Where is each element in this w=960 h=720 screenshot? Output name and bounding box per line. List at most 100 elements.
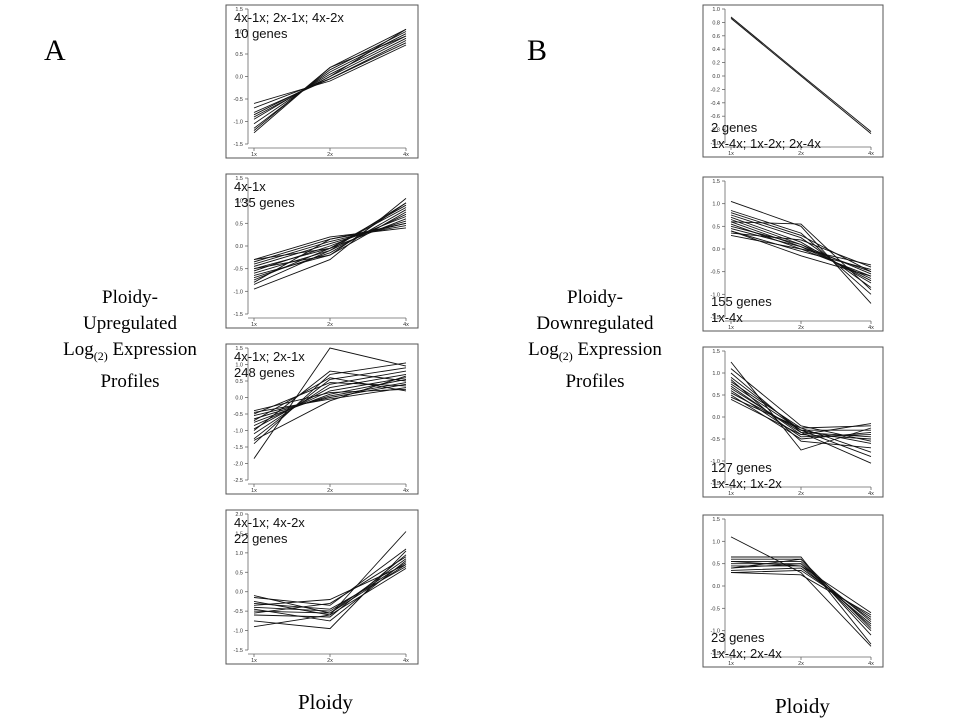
y-tick-label: 0.0	[712, 247, 720, 253]
chart-annotation: 4x-1x; 2x-1x	[234, 349, 305, 364]
x-tick-label: 2x	[327, 488, 333, 494]
profile-line	[253, 554, 407, 618]
y-tick-label: -1.5	[234, 648, 243, 654]
y-tick-label: 1.0	[712, 7, 720, 13]
chart-annotation: 135 genes	[234, 195, 295, 210]
profile-line	[730, 225, 872, 275]
x-tick-label: 1x	[251, 322, 257, 328]
profile-line	[253, 373, 407, 430]
y-tick-label: 0.0	[235, 396, 243, 402]
y-tick-label: 0.5	[712, 224, 720, 230]
y-tick-label: 1.5	[712, 349, 720, 355]
panel-letter-b: B	[527, 34, 548, 67]
profile-line	[253, 35, 407, 131]
chart-annotation: 1x-4x; 1x-2x	[711, 476, 782, 491]
x-tick-label: 1x	[251, 658, 257, 664]
y-tick-label: 0.0	[235, 75, 243, 81]
chart-annotation: 4x-1x	[234, 179, 266, 194]
side-label-line3: Log(2) Expression	[515, 337, 675, 369]
profile-line	[253, 362, 407, 445]
chart-annotation: 2 genes	[711, 120, 758, 135]
side-label-expression: Expression	[107, 339, 197, 360]
profile-line	[730, 394, 872, 440]
profile-line	[253, 377, 407, 427]
y-tick-label: -1.0	[711, 459, 720, 465]
x-tick-label: 4x	[403, 658, 409, 664]
x-tick-label: 1x	[251, 488, 257, 494]
chart-annotation: 10 genes	[234, 26, 288, 41]
y-tick-label: 1.0	[235, 30, 243, 36]
y-tick-label: -0.5	[711, 606, 720, 612]
y-tick-label: -1.0	[234, 629, 243, 635]
side-label-line1: Ploidy-	[567, 287, 623, 308]
profile-line	[253, 347, 407, 459]
x-tick-label: 1x	[728, 491, 734, 497]
side-label-line2: Downregulated	[536, 313, 654, 334]
chart-4: 2.0 1.5 1.0 0.5 0.0 -0.5 -1.0 -1.5 1x 2x 4x 4x-1x; …	[225, 509, 419, 665]
panel-letter-a: A	[44, 34, 66, 67]
y-tick-label: 1.5	[712, 179, 720, 185]
profile-line	[730, 230, 872, 277]
profile-line	[253, 562, 407, 612]
y-tick-label: 0.4	[712, 47, 720, 53]
profile-line	[730, 396, 872, 429]
profile-line	[253, 564, 407, 606]
profile-line	[730, 390, 872, 438]
profile-line	[253, 227, 407, 261]
chart-5: 1.00.80.60.40.20.0-0.2-0.4-0.6-0.8-1.01x…	[702, 4, 884, 158]
chart-annotation: 1x-4x; 1x-2x; 2x-4x	[711, 136, 821, 151]
x-tick-label: 2x	[798, 151, 804, 157]
y-tick-label: -0.5	[234, 267, 243, 273]
profile-line	[730, 18, 872, 134]
y-tick-label: -0.4	[711, 101, 720, 107]
y-tick-label: -1.0	[711, 629, 720, 635]
y-tick-label: -1.0	[711, 141, 720, 147]
profile-line	[253, 556, 407, 614]
x-axis-label-b: Ploidy	[775, 694, 830, 718]
chart-annotation: 1x-4x	[711, 310, 743, 325]
y-tick-label: -1.5	[711, 481, 720, 487]
y-tick-label: -1.0	[711, 292, 720, 298]
x-tick-label: 4x	[403, 152, 409, 158]
y-tick-label: 1.5	[712, 517, 720, 523]
profile-line	[730, 221, 872, 291]
x-tick-label: 4x	[868, 325, 874, 331]
side-label-line4: Profiles	[565, 370, 625, 392]
chart-annotation: 22 genes	[234, 531, 288, 546]
y-tick-label: 0.0	[712, 584, 720, 590]
profile-line	[253, 35, 407, 120]
profile-line	[730, 536, 872, 647]
chart-annotation: 4x-1x; 4x-2x	[234, 515, 305, 530]
profile-line	[253, 209, 407, 279]
profile-line	[253, 204, 407, 261]
profile-line	[730, 392, 871, 431]
profile-line	[730, 398, 872, 436]
y-tick-label: 0.8	[712, 20, 720, 26]
x-tick-label: 4x	[868, 661, 874, 667]
y-tick-label: -1.5	[711, 315, 720, 321]
y-tick-label: 0.5	[235, 379, 243, 385]
profile-line	[730, 212, 872, 273]
x-tick-label: 2x	[327, 658, 333, 664]
profile-line	[730, 567, 872, 620]
y-tick-label: -1.5	[711, 651, 720, 657]
chart-1: 1.5 1.0 0.5 0.0 -0.5 -1.0 -1.5 1x 2x 4x 4x-1x; 2x-…	[225, 4, 419, 159]
side-label-log-base: (2)	[93, 348, 108, 363]
side-label-line2: Upregulated	[83, 313, 177, 334]
y-tick-label: 2.0	[235, 512, 243, 518]
side-label-expression: Expression	[572, 339, 662, 360]
chart-annotation: 23 genes	[711, 630, 765, 645]
x-tick-label: 4x	[868, 151, 874, 157]
y-tick-label: -1.0	[234, 429, 243, 435]
x-tick-label: 2x	[798, 491, 804, 497]
y-tick-label: 0.5	[712, 393, 720, 399]
x-tick-label: 2x	[798, 325, 804, 331]
y-tick-label: 0.0	[712, 415, 720, 421]
chart-8: 1.5 1.0 0.5 0.0 -0.5 -1.0 -1.5 1x 2x 4x 23 genes1x…	[702, 514, 884, 668]
profile-line	[253, 388, 407, 412]
profile-line	[253, 44, 407, 104]
profile-line	[253, 568, 407, 616]
y-tick-label: 0.0	[235, 244, 243, 250]
profile-line	[730, 232, 872, 268]
